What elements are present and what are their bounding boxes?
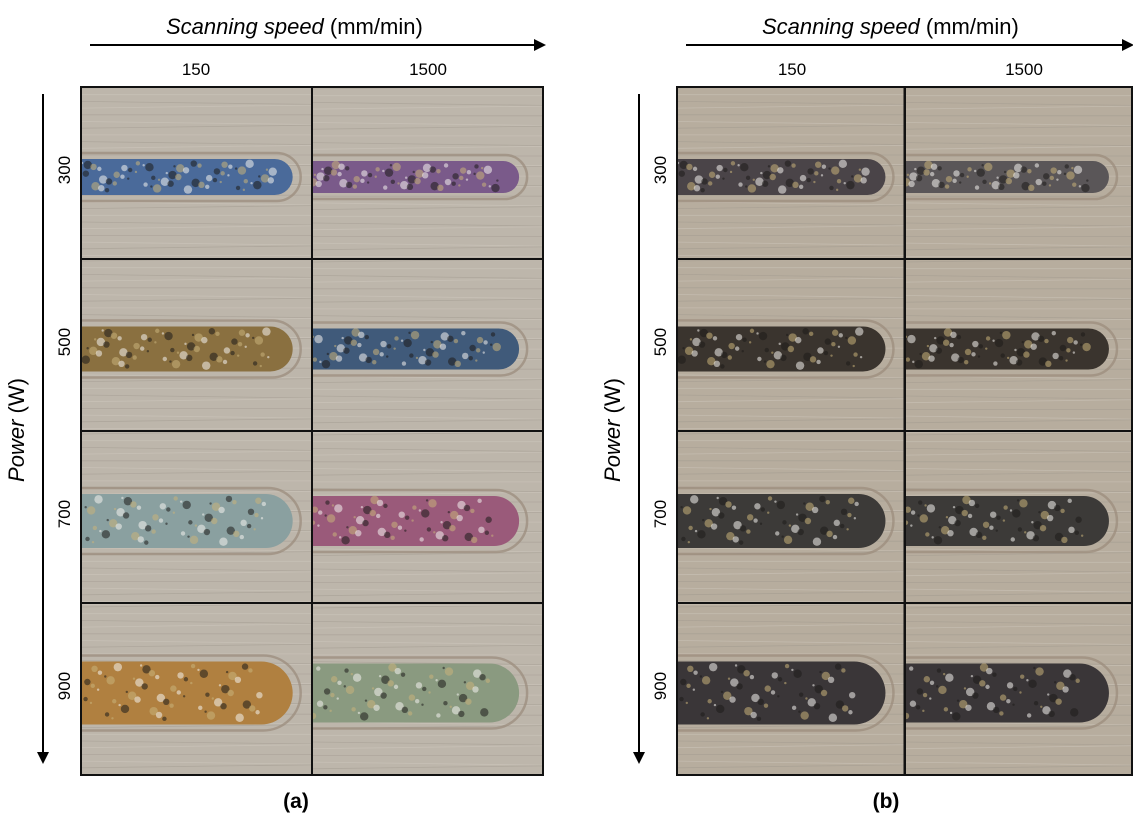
row-label-900: 900 [651, 671, 670, 701]
panel-a: Scanning speed (mm/min) 150 1500 Power (… [0, 0, 566, 822]
micrograph-b-p900-v1500 [905, 604, 1131, 774]
power-title: Power (W) [600, 378, 625, 482]
row-label-300: 300 [55, 155, 74, 185]
row-label-500: 500 [651, 327, 670, 357]
micrograph-b-p700-v150 [678, 432, 904, 602]
micrograph-a-p500-v1500 [313, 260, 542, 430]
micrograph-grid-b [676, 86, 1133, 776]
micrograph-a-p900-v1500 [313, 604, 542, 774]
micrograph-b-p500-v1500 [905, 260, 1131, 430]
micrograph-b-p500-v150 [678, 260, 904, 430]
panel-label-a: (a) [283, 790, 309, 813]
row-label-900: 900 [55, 671, 74, 701]
row-label-500: 500 [55, 327, 74, 357]
micrograph-a-p700-v150 [82, 432, 311, 602]
row-label-300: 300 [651, 155, 670, 185]
micrograph-b-p300-v150 [678, 88, 904, 258]
micrograph-a-p300-v150 [82, 88, 311, 258]
power-arrow [633, 94, 645, 764]
power-title: Power (W) [4, 378, 29, 482]
column-label-1500: 1500 [1005, 60, 1043, 79]
scanning-speed-arrow [686, 39, 1133, 51]
column-label-1500: 1500 [409, 60, 447, 79]
panel-label-b: (b) [872, 790, 900, 813]
micrograph-a-p300-v1500 [313, 88, 542, 258]
micrograph-b-p900-v150 [678, 604, 904, 774]
power-arrow [37, 94, 49, 764]
scanning-speed-title: Scanning speed (mm/min) [762, 14, 1019, 39]
micrograph-a-p700-v1500 [313, 432, 542, 602]
micrograph-grid-a [80, 86, 544, 776]
micrograph-b-p300-v1500 [905, 88, 1131, 258]
panel-b: Scanning speed (mm/min) 150 1500 Power (… [596, 0, 1133, 822]
row-label-700: 700 [651, 499, 670, 529]
scanning-speed-title: Scanning speed (mm/min) [166, 14, 423, 39]
column-label-150: 150 [777, 60, 807, 79]
scanning-speed-arrow [90, 39, 546, 51]
micrograph-a-p900-v150 [82, 604, 311, 774]
row-label-700: 700 [55, 499, 74, 529]
micrograph-a-p500-v150 [82, 260, 311, 430]
column-label-150: 150 [181, 60, 211, 79]
micrograph-b-p700-v1500 [905, 432, 1131, 602]
